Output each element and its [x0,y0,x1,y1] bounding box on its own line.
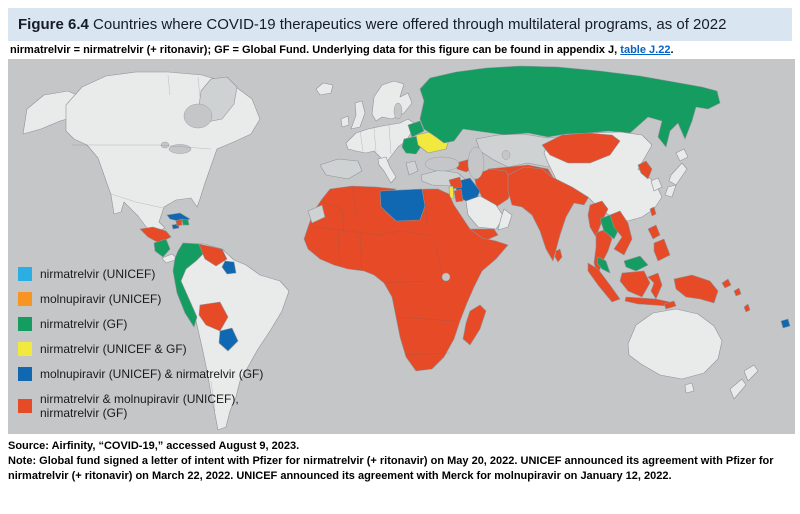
lakes [160,102,511,282]
baltic-sea [393,102,403,120]
region-philippines [647,224,661,240]
great-lakes [160,141,170,149]
legend-label: molnupiravir (UNICEF) [40,292,162,306]
region-pacific-islands [721,278,732,289]
region-philippines [653,238,671,262]
legend-swatch-red [18,399,32,413]
aral-sea [501,150,511,160]
legend-swatch-green [18,317,32,331]
appendix-table-link[interactable]: table J.22 [620,44,671,56]
region-united-kingdom [350,100,366,130]
region-pacific-islands [733,287,742,297]
region-tasmania [684,382,695,394]
region-italy [377,156,397,184]
region-indonesia [647,272,663,300]
legend-swatch-yellow [18,342,32,356]
legend-label: nirmatrelvir (GF) [40,317,128,331]
region-myanmar [587,200,609,238]
region-indonesia [587,262,621,303]
region-africa [303,185,509,372]
region-mongolia [541,132,621,164]
region-new-guinea [673,274,719,304]
region-australia [627,308,723,380]
lake-victoria [441,272,451,282]
region-south-korea [650,177,663,192]
region-sri-lanka [554,248,563,263]
figure-title-band: Figure 6.4 Countries where COVID-19 ther… [8,8,792,41]
region-haiti [175,218,183,227]
region-oman [497,208,513,231]
world-map: nirmatrelvir (UNICEF) molnupiravir (UNIC… [8,59,795,434]
region-greece [405,160,419,176]
region-south-asia [507,166,591,262]
region-japan [668,162,688,186]
figure-abbreviation-note: nirmatrelvir = nirmatrelvir (+ ritonavir… [10,44,792,56]
region-timor [663,300,677,310]
legend-label: molnupiravir (UNICEF) & nirmatrelvir (GF… [40,367,264,381]
region-ireland [340,115,350,128]
region-taiwan [649,206,657,217]
legend-label: nirmatrelvir & molnupiravir (UNICEF), ni… [40,392,239,420]
region-japan [664,184,677,198]
region-guatemala-honduras [139,226,172,244]
region-iceland [315,82,334,96]
black-sea [424,156,460,172]
region-iberia [319,158,363,180]
country-borders [72,74,455,412]
figure-label: Figure 6.4 [18,16,89,33]
region-western-sahara [307,204,326,224]
region-libya [379,188,426,222]
abbreviation-text-end: . [670,44,674,56]
region-belarus [407,120,425,138]
legend-item: molnupiravir (UNICEF) [18,292,263,306]
note-text: Note: Global fund signed a letter of int… [8,455,774,482]
region-jordan [453,188,464,203]
region-nicaragua-costa-rica [153,238,171,258]
source-text: Source: Airfinity, “COVID-19,” accessed … [8,440,300,452]
region-new-zealand [743,364,759,382]
region-dominican-republic [181,218,190,226]
region-vietnam-cambodia [609,210,633,256]
region-indonesia [619,270,651,298]
legend-swatch-blue [18,367,32,381]
figure-title-text: Countries where COVID-19 therapeutics we… [93,16,727,33]
great-lakes [168,144,192,154]
legend-item: nirmatrelvir (UNICEF & GF) [18,342,263,356]
region-fiji [780,318,791,329]
region-malaysia [596,256,611,274]
legend-swatch-cyan [18,267,32,281]
region-new-zealand [729,378,747,400]
region-guyana [221,260,237,275]
region-paraguay [218,327,239,352]
region-japan [675,148,689,162]
region-north-korea [637,160,653,180]
legend-swatch-orange [18,292,32,306]
legend-item: molnupiravir (UNICEF) & nirmatrelvir (GF… [18,367,263,381]
world-map-svg [8,59,795,434]
abbreviation-text: nirmatrelvir = nirmatrelvir (+ ritonavir… [10,44,621,56]
hudson-bay [183,103,213,129]
region-pacific-islands [743,303,751,313]
map-legend: nirmatrelvir (UNICEF) molnupiravir (UNIC… [18,267,263,420]
legend-label: nirmatrelvir (UNICEF) [40,267,156,281]
region-venezuela [198,243,228,267]
legend-item: nirmatrelvir (GF) [18,317,263,331]
legend-item: nirmatrelvir & molnupiravir (UNICEF), ni… [18,392,263,420]
region-russia [419,65,721,148]
figure-footer: Source: Airfinity, “COVID-19,” accessed … [8,439,792,484]
region-malaysia [623,255,649,272]
legend-item: nirmatrelvir (UNICEF) [18,267,263,281]
caspian-sea [467,146,485,180]
legend-label: nirmatrelvir (UNICEF & GF) [40,342,187,356]
region-madagascar [462,304,487,346]
region-europe-mainland [345,118,415,164]
